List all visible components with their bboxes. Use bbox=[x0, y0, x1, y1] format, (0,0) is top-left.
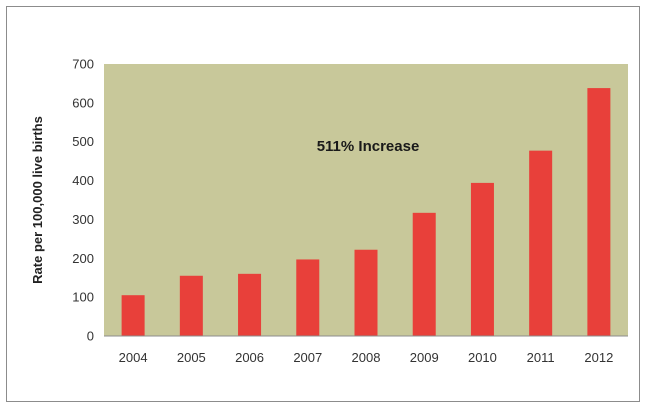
x-tick-label-2012: 2012 bbox=[584, 350, 613, 365]
bar-2005 bbox=[179, 275, 203, 336]
bar-2007 bbox=[296, 259, 320, 336]
bar-2009 bbox=[412, 212, 436, 336]
y-axis-ticks: 0 100 200 300 400 500 600 700 bbox=[72, 57, 94, 344]
y-tick-label-100: 100 bbox=[72, 290, 94, 305]
y-tick-label-0: 0 bbox=[87, 329, 94, 344]
bar-2008 bbox=[354, 249, 378, 336]
bar-2012 bbox=[587, 88, 611, 336]
x-tick-label-2007: 2007 bbox=[293, 350, 322, 365]
x-tick-label-2004: 2004 bbox=[119, 350, 148, 365]
y-tick-label-300: 300 bbox=[72, 212, 94, 227]
y-tick-label-500: 500 bbox=[72, 134, 94, 149]
y-tick-label-400: 400 bbox=[72, 173, 94, 188]
y-axis-label: Rate per 100,000 live births bbox=[30, 116, 45, 284]
bars-group bbox=[121, 88, 611, 336]
x-tick-label-2011: 2011 bbox=[527, 350, 555, 365]
bar-2006 bbox=[238, 273, 262, 336]
increase-annotation: 511% Increase bbox=[317, 138, 420, 155]
y-tick-label-600: 600 bbox=[72, 95, 94, 110]
x-tick-label-2006: 2006 bbox=[235, 350, 264, 365]
bar-2010 bbox=[470, 182, 494, 336]
bar-2011 bbox=[529, 150, 553, 336]
x-tick-label-2008: 2008 bbox=[352, 350, 381, 365]
x-tick-label-2010: 2010 bbox=[468, 350, 497, 365]
x-tick-label-2009: 2009 bbox=[410, 350, 439, 365]
x-axis-ticks: 2004 2005 2006 2007 2008 2009 2010 2011 2012 bbox=[119, 350, 614, 365]
y-tick-label-200: 200 bbox=[72, 251, 94, 266]
x-tick-label-2005: 2005 bbox=[177, 350, 206, 365]
y-tick-label-700: 700 bbox=[72, 57, 94, 72]
bar-2004 bbox=[121, 295, 145, 336]
